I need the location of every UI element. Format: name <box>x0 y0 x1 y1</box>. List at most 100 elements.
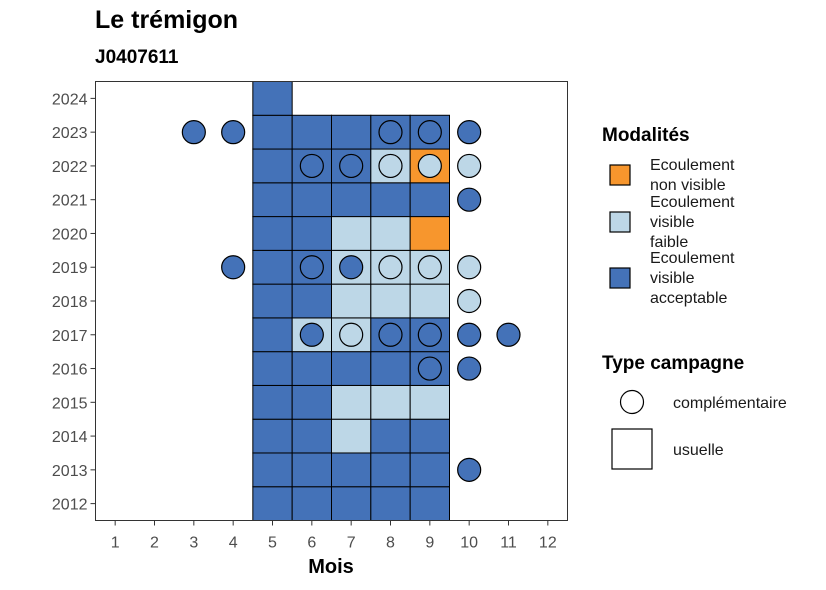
usuelle-tile <box>331 384 372 420</box>
usuelle-tile <box>409 452 450 488</box>
legend-label-faible: Ecoulement <box>650 194 735 211</box>
chart-title: Le trémigon <box>95 6 239 34</box>
x-tick-label: 4 <box>229 535 238 552</box>
usuelle-tile <box>370 452 411 488</box>
usuelle-tile <box>291 283 332 319</box>
y-tick-label: 2013 <box>52 463 88 480</box>
x-tick-label: 6 <box>307 535 316 552</box>
y-tick-label: 2020 <box>52 226 88 243</box>
complementaire-point <box>339 153 364 179</box>
usuelle-tile <box>409 283 450 319</box>
complementaire-point <box>339 322 364 347</box>
usuelle-tile <box>331 418 372 454</box>
y-tick-label: 2018 <box>52 294 88 311</box>
usuelle-tile <box>252 114 293 150</box>
x-tick-label: 8 <box>386 535 395 552</box>
usuelle-tile <box>252 182 293 218</box>
y-tick-label: 2014 <box>52 429 88 446</box>
x-tick-label: 12 <box>539 535 557 552</box>
legend-label-non-visible: Ecoulement <box>650 157 735 174</box>
complementaire-point <box>417 120 442 145</box>
complementaire-point <box>299 322 324 347</box>
usuelle-tile <box>291 486 332 522</box>
y-tick-label: 2023 <box>52 125 88 142</box>
legend-key-acceptable <box>609 267 631 289</box>
complementaire-point <box>221 255 246 280</box>
usuelle-tile <box>409 418 450 454</box>
complementaire-point <box>417 255 442 280</box>
complementaire-point <box>378 322 403 347</box>
usuelle-tile <box>331 351 372 386</box>
complementaire-point <box>457 187 482 212</box>
legend-circle-icon <box>619 389 645 415</box>
x-tick-label: 1 <box>111 535 120 552</box>
usuelle-tile <box>252 351 293 386</box>
usuelle-tile <box>370 418 411 454</box>
complementaire-point <box>417 153 442 179</box>
complementaire-point <box>457 255 482 280</box>
x-tick-label: 11 <box>500 535 517 552</box>
complementaire-point <box>417 322 442 347</box>
complementaire-point <box>496 322 521 347</box>
y-tick-label: 2012 <box>52 497 88 514</box>
usuelle-tile <box>370 351 411 386</box>
y-tick-label: 2019 <box>52 260 88 277</box>
usuelle-tile <box>252 249 293 285</box>
usuelle-tile <box>252 317 293 353</box>
usuelle-tile <box>331 216 372 251</box>
usuelle-tile <box>409 216 450 251</box>
usuelle-tile <box>291 114 332 150</box>
legend-key-non-visible <box>609 164 631 186</box>
complementaire-point <box>457 356 482 381</box>
x-tick-label: 10 <box>460 535 478 552</box>
x-axis: 1 2 3 4 5 6 7 8 9 10 11 12 <box>111 520 557 552</box>
usuelle-tiles <box>252 81 450 522</box>
usuelle-tile <box>409 182 450 218</box>
usuelle-tile <box>370 384 411 420</box>
usuelle-tile <box>291 216 332 251</box>
usuelle-tile <box>370 486 411 522</box>
complementaire-point <box>378 255 403 280</box>
legend-label-non-visible: non visible <box>650 177 726 194</box>
legend-type-label: complémentaire <box>673 395 787 412</box>
usuelle-tile <box>291 384 332 420</box>
usuelle-tile <box>291 452 332 488</box>
complementaire-point <box>299 255 324 280</box>
complementaire-point <box>221 120 246 145</box>
legend-label-acceptable: Ecoulement <box>650 250 735 267</box>
usuelle-tile <box>252 486 293 522</box>
complementaire-point <box>299 153 324 179</box>
usuelle-tile <box>252 452 293 488</box>
usuelle-tile <box>252 148 293 184</box>
complementaire-point <box>457 322 482 347</box>
usuelle-tile <box>291 351 332 386</box>
complementaire-point <box>457 288 482 314</box>
legend-type-title: Type campagne <box>602 353 744 374</box>
usuelle-tile <box>409 384 450 420</box>
complementaire-point <box>339 255 364 280</box>
complementaire-point <box>457 153 482 179</box>
legend-type-label: usuelle <box>673 442 724 459</box>
x-tick-label: 3 <box>189 535 198 552</box>
usuelle-tile <box>331 452 372 488</box>
complementaire-point <box>378 120 403 145</box>
usuelle-tile <box>252 283 293 319</box>
x-tick-label: 9 <box>425 535 434 552</box>
y-axis: 2012 2013 2014 2015 2016 2017 2018 2019 2020 2021… <box>52 91 96 514</box>
usuelle-tile <box>370 216 411 251</box>
legend-square-icon <box>611 428 653 470</box>
legend-label-faible: faible <box>650 234 688 251</box>
y-tick-label: 2017 <box>52 328 88 345</box>
usuelle-tile <box>252 384 293 420</box>
legend-label-faible: visible <box>650 214 695 231</box>
usuelle-tile <box>370 283 411 319</box>
legend-modalites-title: Modalités <box>602 125 690 146</box>
usuelle-tile <box>252 81 293 116</box>
y-tick-label: 2015 <box>52 395 88 412</box>
y-tick-label: 2024 <box>52 91 88 108</box>
usuelle-tile <box>331 486 372 522</box>
y-tick-label: 2021 <box>52 193 88 210</box>
usuelle-tile <box>252 418 293 454</box>
